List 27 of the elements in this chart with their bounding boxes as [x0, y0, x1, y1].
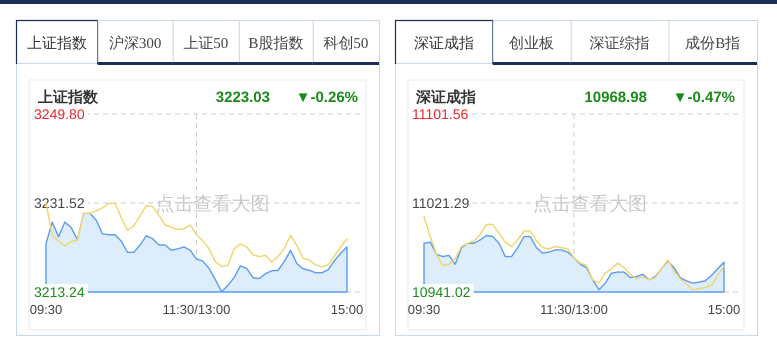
text: 创业板	[509, 35, 554, 52]
text: ▼-0.47%	[672, 89, 735, 106]
y-tick-label: 3249.80	[34, 106, 85, 122]
chart-title: 上证指数	[37, 89, 99, 106]
text: 10968.98	[584, 89, 647, 106]
text: 深证成指	[414, 35, 474, 52]
text: 上证50	[183, 35, 228, 52]
x-tick-label: 15:00	[330, 302, 364, 317]
y-tick-label: 3231.52	[34, 195, 85, 211]
x-tick-label: 11:30/13:00	[162, 302, 230, 317]
x-tick-label: 09:30	[30, 302, 62, 317]
y-tick-label: 3213.24	[34, 284, 85, 300]
x-tick-label: 11:30/13:00	[540, 302, 608, 317]
y-tick-label: 11021.29	[412, 195, 470, 211]
text: 3223.03	[216, 89, 270, 106]
text: 科创50	[323, 35, 368, 52]
text: 沪深300	[108, 35, 162, 52]
chart-title: 深证成指	[415, 89, 476, 106]
text: 上证指数	[26, 35, 87, 52]
x-tick-label: 09:30	[408, 302, 440, 317]
text: 成份B指	[685, 35, 740, 52]
x-tick-label: 15:00	[708, 302, 740, 317]
y-tick-label: 11101.56	[412, 106, 469, 122]
y-tick-label: 10941.02	[412, 284, 471, 300]
text: ▼-0.26%	[296, 89, 358, 106]
text: B股指数	[248, 35, 304, 52]
text: 深证综指	[590, 35, 650, 52]
